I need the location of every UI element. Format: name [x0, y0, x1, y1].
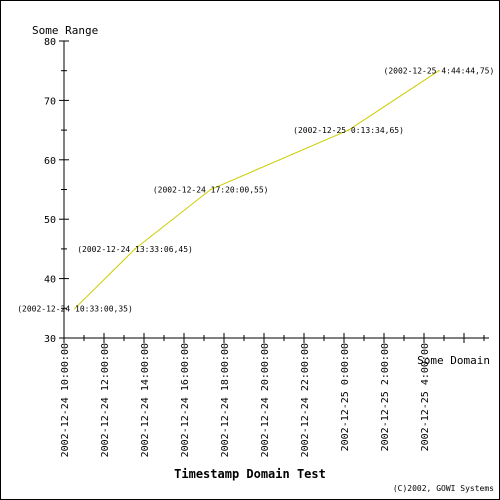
x-tick-label: 2002-12-24 12:00:00 — [100, 343, 111, 457]
data-point — [209, 188, 212, 191]
x-tick-label: 2002-12-25 0:00:00 — [340, 343, 351, 451]
x-tick-label: 2002-12-24 22:00:00 — [300, 343, 311, 457]
data-label: (2002-12-25 0:13:34,65) — [293, 126, 404, 135]
data-label: (2002-12-24 10:33:00,35) — [17, 304, 133, 313]
x-tick-label: 2002-12-24 10:00:00 — [60, 343, 71, 457]
y-tick-label: 30 — [44, 334, 56, 345]
y-tick-label: 80 — [44, 37, 56, 48]
y-tick-label: 70 — [44, 96, 56, 107]
x-tick-label: 2002-12-24 14:00:00 — [140, 343, 151, 457]
x-tick-label: 2002-12-25 2:00:00 — [380, 343, 391, 451]
x-tick-label: 2002-12-24 20:00:00 — [260, 343, 271, 457]
y-axis-title: Some Range — [32, 24, 98, 37]
copyright-footer: (C)2002, GOWI Systems — [393, 484, 494, 493]
data-point — [134, 248, 136, 250]
x-tick-label: 2002-12-24 18:00:00 — [220, 343, 231, 457]
x-axis-title: Some Domain — [417, 354, 490, 367]
y-tick-label: 60 — [44, 156, 56, 167]
x-tick-label: 2002-12-25 4:00:00 — [420, 343, 431, 451]
data-label: (2002-12-25 4:44:44,75) — [384, 67, 495, 76]
y-tick-label: 50 — [44, 215, 56, 226]
x-tick-label: 2002-12-24 16:00:00 — [180, 343, 191, 457]
chart-title: Timestamp Domain Test — [174, 467, 326, 481]
data-point — [347, 129, 350, 131]
data-point — [74, 307, 76, 310]
data-point — [438, 69, 440, 72]
data-label: (2002-12-24 13:33:06,45) — [77, 245, 193, 254]
y-tick-label: 40 — [44, 275, 56, 286]
data-label: (2002-12-24 17:20:00,55) — [153, 186, 269, 195]
